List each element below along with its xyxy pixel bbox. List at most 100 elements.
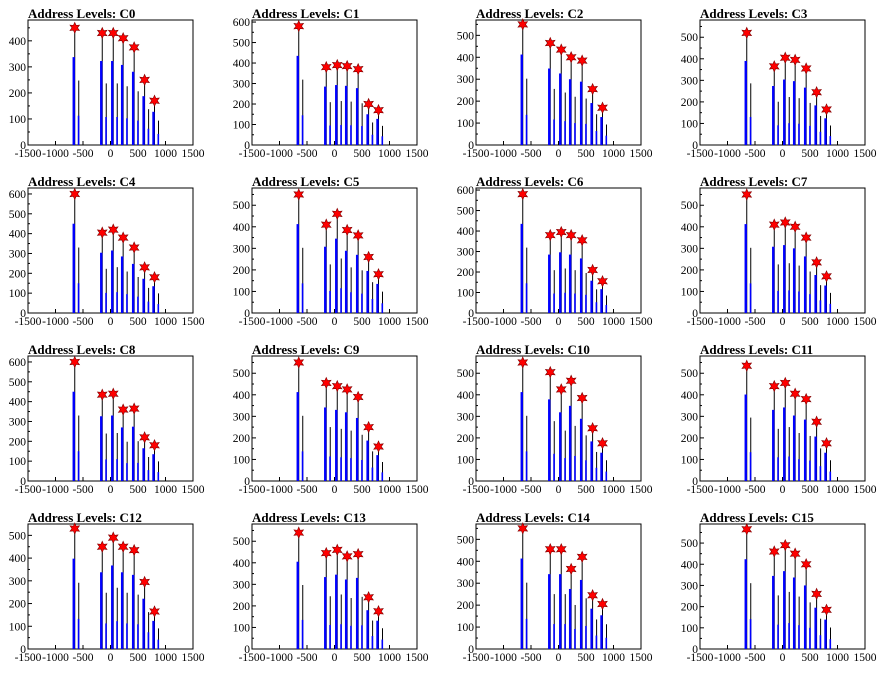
bar-side — [77, 451, 80, 481]
x-tick-label: 1000 — [154, 652, 177, 664]
x-tick-label: 1500 — [406, 484, 429, 496]
bar-side — [77, 618, 80, 649]
bar — [120, 572, 124, 649]
panel-title: Address Levels: C6 — [476, 174, 584, 189]
peak-marker — [517, 522, 529, 535]
x-tick-label: 1500 — [854, 652, 877, 664]
x-tick-label: -1500 — [687, 148, 714, 160]
y-tick-label: 100 — [233, 454, 251, 466]
bar — [344, 412, 348, 481]
peak-marker — [149, 439, 160, 452]
peak-marker — [555, 43, 567, 56]
x-tick-label: -1000 — [42, 652, 69, 664]
peak-marker — [800, 231, 812, 244]
peak-marker — [565, 51, 577, 64]
peak-marker — [555, 542, 567, 556]
x-tick-label: 1000 — [154, 148, 177, 160]
bar-side — [301, 619, 304, 649]
y-tick-label: 300 — [9, 248, 27, 260]
peak-marker — [331, 207, 343, 221]
y-tick-label: 300 — [9, 62, 27, 74]
peak-marker — [352, 229, 364, 242]
bar-side — [798, 291, 800, 313]
bar-side — [371, 636, 374, 649]
plot-frame — [699, 355, 866, 482]
y-tick-label: 100 — [9, 114, 27, 126]
peak-marker — [587, 589, 599, 602]
y-zero-label: 0 — [244, 476, 250, 488]
bar-side — [137, 296, 139, 313]
bar-side — [595, 635, 598, 649]
y-tick-label: 100 — [457, 454, 475, 466]
peak-marker — [768, 545, 780, 558]
y-tick-label: 400 — [9, 397, 27, 409]
peak-marker — [128, 41, 140, 54]
peak-marker — [373, 440, 384, 453]
bar-side — [564, 292, 566, 313]
y-tick-label: 200 — [457, 600, 475, 612]
panel-title: Address Levels: C0 — [28, 6, 135, 21]
peak-marker — [352, 62, 364, 76]
bar — [548, 254, 551, 313]
x-tick-label: 1000 — [826, 652, 849, 664]
bar — [111, 250, 114, 313]
peak-marker — [107, 387, 119, 400]
bar-side — [574, 455, 576, 481]
peak-marker — [800, 392, 812, 406]
y-zero-label: 0 — [692, 140, 698, 152]
x-tick-label: -1000 — [266, 484, 293, 496]
bar-side — [574, 628, 576, 649]
x-tick-label: 1000 — [378, 316, 401, 328]
plot-frame — [27, 19, 194, 146]
x-tick-label: 1500 — [854, 316, 877, 328]
bar-side — [525, 618, 528, 649]
bar-side — [525, 451, 528, 481]
peak-marker — [565, 228, 577, 242]
y-tick-label: 200 — [233, 265, 251, 277]
bar-side — [553, 624, 555, 649]
bar-side — [340, 624, 342, 649]
bar-side — [788, 456, 790, 481]
y-tick-label: 200 — [457, 433, 475, 445]
bar — [824, 118, 827, 145]
bar — [814, 275, 817, 313]
panel-title: Address Levels: C10 — [476, 342, 590, 357]
bar-side — [595, 467, 598, 481]
bar — [131, 574, 135, 649]
panel-title: Address Levels: C1 — [252, 6, 359, 21]
x-tick-label: 0 — [556, 652, 562, 664]
bar — [792, 415, 796, 481]
x-tick-label: 1000 — [602, 148, 625, 160]
x-tick-label: -1500 — [239, 652, 266, 664]
bar — [783, 407, 786, 481]
bar-side — [361, 459, 363, 481]
plot-frame — [251, 187, 418, 314]
peak-marker — [597, 437, 608, 450]
y-zero-label: 0 — [468, 308, 474, 320]
bar-side — [749, 452, 752, 481]
plot-frame — [699, 187, 866, 314]
bar-side — [77, 115, 80, 145]
bar — [600, 615, 603, 649]
bar — [296, 55, 299, 145]
panel-title: Address Levels: C3 — [700, 6, 808, 21]
bar — [335, 574, 338, 649]
x-tick-label: 0 — [108, 484, 114, 496]
x-tick-label: -1500 — [239, 484, 266, 496]
bar — [72, 391, 75, 481]
peak-marker — [117, 231, 129, 244]
bar — [568, 79, 572, 145]
x-tick-label: -1000 — [266, 316, 293, 328]
peak-marker — [741, 188, 753, 201]
bar — [803, 256, 807, 313]
bar — [72, 558, 75, 649]
x-tick-label: 500 — [801, 652, 819, 664]
y-tick-label: 200 — [681, 433, 699, 445]
peak-marker — [341, 223, 353, 237]
x-tick-label: 500 — [129, 484, 147, 496]
bar-side — [585, 294, 587, 313]
peak-marker — [320, 218, 332, 231]
bar — [792, 248, 796, 313]
bar — [548, 399, 551, 481]
bar-side — [829, 303, 832, 313]
